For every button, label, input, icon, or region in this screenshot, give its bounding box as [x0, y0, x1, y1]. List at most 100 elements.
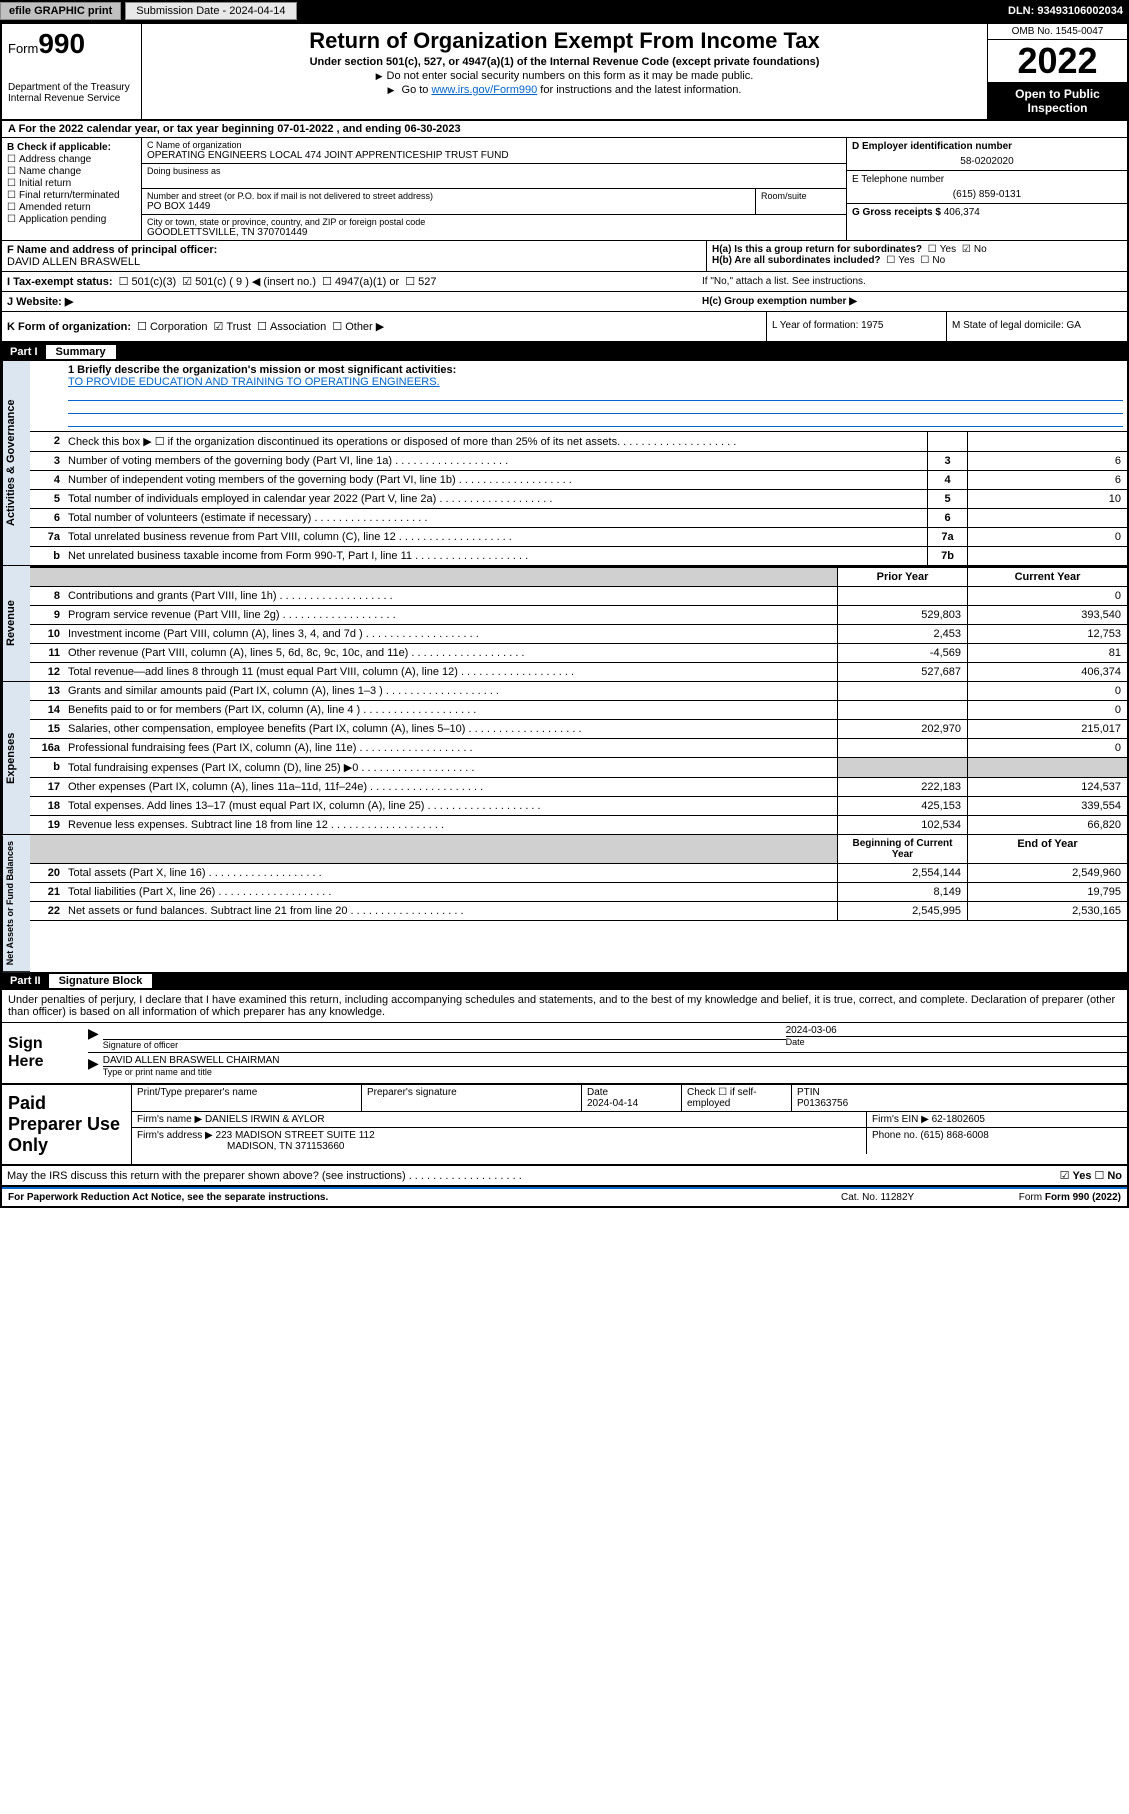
- chk-application-pending[interactable]: Application pending: [7, 214, 136, 225]
- group-return-box: H(a) Is this a group return for subordin…: [707, 241, 1127, 271]
- chk-final-return[interactable]: Final return/terminated: [7, 190, 136, 201]
- city-box: City or town, state or province, country…: [142, 214, 846, 240]
- gross-receipts-box: G Gross receipts $ 406,374: [847, 204, 1127, 221]
- chk-corp[interactable]: [134, 321, 150, 333]
- row-prior: 529,803: [837, 606, 967, 624]
- row-num: 19: [30, 816, 64, 834]
- street-box: Number and street (or P.O. box if mail i…: [142, 189, 756, 214]
- principal-officer: F Name and address of principal officer:…: [2, 241, 707, 271]
- firm-addr1: 223 MADISON STREET SUITE 112: [216, 1130, 375, 1141]
- sig-officer-cell: Signature of officer: [103, 1025, 786, 1050]
- row-prior: 102,534: [837, 816, 967, 834]
- row-desc: Investment income (Part VIII, column (A)…: [64, 625, 837, 643]
- header-middle: Return of Organization Exempt From Incom…: [142, 24, 987, 119]
- chk-assoc[interactable]: [254, 321, 270, 333]
- na-th-begin: Beginning of Current Year: [837, 835, 967, 863]
- side-netassets: Net Assets or Fund Balances: [2, 835, 30, 972]
- discuss-q: May the IRS discuss this return with the…: [7, 1170, 406, 1182]
- chk-address-change[interactable]: Address change: [7, 154, 136, 165]
- side-revenue: Revenue: [2, 566, 30, 682]
- row-desc: Revenue less expenses. Subtract line 18 …: [64, 816, 837, 834]
- gov-row-b: b Net unrelated business taxable income …: [30, 547, 1127, 566]
- row-14: 14 Benefits paid to or for members (Part…: [30, 701, 1127, 720]
- ha-no[interactable]: [959, 244, 974, 255]
- chk-trust[interactable]: [211, 321, 227, 333]
- line-a-text: A For the 2022 calendar year, or tax yea…: [8, 123, 461, 135]
- row-11: 11 Other revenue (Part VIII, column (A),…: [30, 644, 1127, 663]
- hb-yes-lbl: Yes: [898, 255, 914, 266]
- row-prior: 527,687: [837, 663, 967, 681]
- col-b-label: B Check if applicable:: [7, 142, 111, 153]
- gov-box: 7a: [927, 528, 967, 546]
- row-curr: 0: [967, 701, 1127, 719]
- gov-desc: Total number of volunteers (estimate if …: [64, 509, 927, 527]
- sig-name-cell: DAVID ALLEN BRASWELL CHAIRMAN Type or pr…: [103, 1055, 1127, 1077]
- firm-name-lbl: Firm's name ▶: [137, 1114, 202, 1125]
- gov-num: b: [30, 547, 64, 565]
- opt-assoc: Association: [270, 321, 326, 333]
- form-number: Form990: [8, 28, 135, 60]
- row-num: b: [30, 758, 64, 777]
- discuss-yes-chk[interactable]: [1057, 1169, 1073, 1182]
- gov-desc: Total unrelated business revenue from Pa…: [64, 528, 927, 546]
- row-num: 10: [30, 625, 64, 643]
- row-22: 22 Net assets or fund balances. Subtract…: [30, 902, 1127, 921]
- gov-val: [967, 432, 1127, 451]
- efile-print-button[interactable]: efile GRAPHIC print: [0, 2, 121, 20]
- row-b: b Total fundraising expenses (Part IX, c…: [30, 758, 1127, 778]
- firm-ein-val: 62-1802605: [932, 1114, 985, 1125]
- row-desc: Benefits paid to or for members (Part IX…: [64, 701, 837, 719]
- row-prior: 8,149: [837, 883, 967, 901]
- firm-addr-lbl: Firm's address ▶: [137, 1130, 213, 1141]
- mission-block: 1 Briefly describe the organization's mi…: [30, 361, 1127, 432]
- chk-501c3[interactable]: [116, 276, 132, 288]
- gov-num: 3: [30, 452, 64, 470]
- row-prior: -4,569: [837, 644, 967, 662]
- prep-self-emp[interactable]: Check ☐ if self-employed: [682, 1085, 792, 1111]
- row-prior: 2,554,144: [837, 864, 967, 882]
- line-a-tax-year: A For the 2022 calendar year, or tax yea…: [2, 121, 1127, 138]
- th-current: Current Year: [967, 568, 1127, 586]
- chk-501c[interactable]: [179, 276, 195, 288]
- row-prior: 425,153: [837, 797, 967, 815]
- row-curr: 12,753: [967, 625, 1127, 643]
- row-prior: 222,183: [837, 778, 967, 796]
- chk-amended-return[interactable]: Amended return: [7, 202, 136, 213]
- chk-initial-return[interactable]: Initial return: [7, 178, 136, 189]
- website-row: J Website: ▶ H(c) Group exemption number…: [2, 292, 1127, 312]
- row-num: 16a: [30, 739, 64, 757]
- chk-other[interactable]: [329, 321, 345, 333]
- na-th-n: [30, 835, 64, 863]
- sig-date-under: Date: [786, 1036, 1127, 1047]
- row-desc: Grants and similar amounts paid (Part IX…: [64, 682, 837, 700]
- tax-year: 2022: [988, 40, 1127, 83]
- sig-arrow-1: [88, 1025, 103, 1050]
- sig-date-cell: 2024-03-06 Date: [786, 1025, 1127, 1050]
- chk-527[interactable]: [402, 276, 418, 288]
- gov-desc: Net unrelated business taxable income fr…: [64, 547, 927, 565]
- prep-row-1: Print/Type preparer's name Preparer's si…: [132, 1085, 1127, 1112]
- row-desc: Total expenses. Add lines 13–17 (must eq…: [64, 797, 837, 815]
- row-desc: Contributions and grants (Part VIII, lin…: [64, 587, 837, 605]
- row-curr: 0: [967, 739, 1127, 757]
- irs-link[interactable]: www.irs.gov/Form990: [431, 84, 537, 96]
- hb-no[interactable]: [917, 255, 932, 266]
- name-label: C Name of organization: [147, 140, 841, 150]
- discuss-no-chk[interactable]: [1091, 1169, 1107, 1182]
- hb-yes[interactable]: [883, 255, 898, 266]
- opt-trust: Trust: [226, 321, 251, 333]
- city-label: City or town, state or province, country…: [147, 217, 841, 227]
- chk-name-change[interactable]: Name change: [7, 166, 136, 177]
- phone-value: (615) 859-0131: [852, 189, 1122, 200]
- ha-yes[interactable]: [925, 244, 940, 255]
- mission-blank1: [68, 389, 1123, 401]
- row-desc: Net assets or fund balances. Subtract li…: [64, 902, 837, 920]
- officer-name: DAVID ALLEN BRASWELL: [7, 256, 140, 268]
- row-curr: 2,549,960: [967, 864, 1127, 882]
- chk-4947[interactable]: [319, 276, 335, 288]
- street-row: Number and street (or P.O. box if mail i…: [142, 189, 846, 214]
- summary-netassets: Net Assets or Fund Balances Beginning of…: [2, 835, 1127, 972]
- hb-label: H(b) Are all subordinates included?: [712, 255, 881, 266]
- footer-cat: Cat. No. 11282Y: [841, 1192, 981, 1203]
- firm-addr2: MADISON, TN 371153660: [227, 1141, 344, 1152]
